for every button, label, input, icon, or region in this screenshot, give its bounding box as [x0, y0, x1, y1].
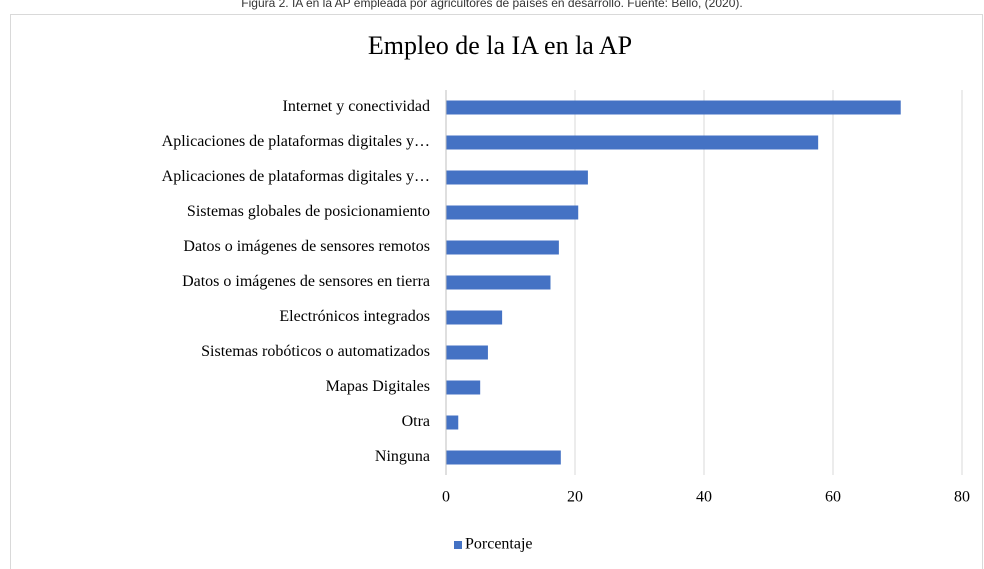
bar — [446, 135, 819, 150]
x-tick-label: 0 — [442, 489, 450, 506]
bar — [446, 345, 488, 360]
x-tick-label: 60 — [825, 489, 841, 506]
chart-frame — [10, 14, 983, 569]
y-tick-label: Aplicaciones de plataformas digitales y… — [162, 168, 430, 185]
bar — [446, 100, 901, 115]
bar — [446, 205, 579, 220]
bar — [446, 450, 561, 465]
legend-swatch — [454, 541, 462, 549]
y-tick-label: Otra — [402, 413, 430, 430]
x-tick-label: 80 — [954, 489, 970, 506]
bar — [446, 310, 503, 325]
bar — [446, 240, 559, 255]
bar — [446, 275, 551, 290]
x-tick-label: 40 — [696, 489, 712, 506]
y-tick-label: Sistemas globales de posicionamiento — [187, 203, 430, 220]
y-tick-label: Electrónicos integrados — [279, 308, 430, 325]
bar — [446, 415, 459, 430]
legend-label: Porcentaje — [465, 536, 533, 553]
caption: Figura 2. IA en la AP empleada por agric… — [241, 0, 742, 10]
y-tick-label: Datos o imágenes de sensores remotos — [183, 238, 430, 255]
y-tick-label: Aplicaciones de plataformas digitales y… — [162, 133, 430, 150]
y-tick-label: Internet y conectividad — [283, 98, 431, 115]
y-tick-label: Sistemas robóticos o automatizados — [201, 343, 430, 360]
y-tick-label: Mapas Digitales — [326, 378, 430, 395]
y-tick-label: Datos o imágenes de sensores en tierra — [182, 273, 430, 290]
bar — [446, 380, 481, 395]
bar — [446, 170, 588, 185]
chart-title: Empleo de la IA en la AP — [368, 31, 632, 60]
y-tick-label: Ninguna — [375, 448, 430, 465]
x-tick-label: 20 — [567, 489, 583, 506]
